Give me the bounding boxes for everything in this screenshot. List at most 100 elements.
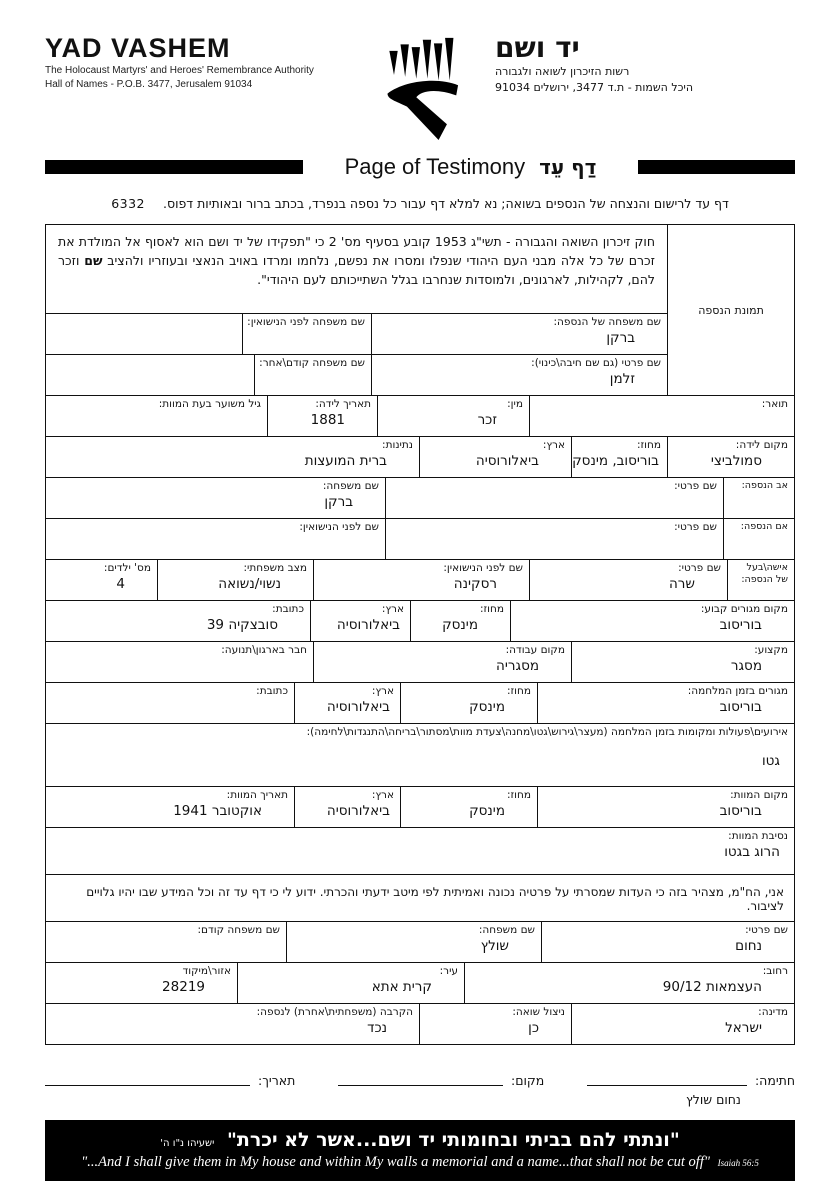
section-spouse: אישה\בעל של הנספה:	[727, 560, 794, 600]
field-label: מחוז:	[506, 685, 531, 697]
field-mother-maiden-name: שם לפני הנישואין:	[46, 519, 385, 559]
footer-quote-english-line: "...And I shall give them in My house an…	[45, 1154, 795, 1171]
field-value: בוריסוב	[719, 803, 762, 820]
field-label: שם פרטי:	[745, 924, 788, 936]
field-label: ארץ:	[371, 789, 394, 801]
field-label: שם לפני הנישואין:	[443, 562, 523, 574]
field-value: בוריסוב, מינסק	[572, 453, 659, 470]
form-row-death-circumstances: נסיבת המוות: הרוג בגטו	[46, 827, 794, 874]
footer-quote-source-hebrew: ישעיהו נ"ו ה'	[160, 1138, 215, 1149]
field-relation-to-victim: הקרבה (משפחתית\אחרת) לנספה: נכד	[46, 1004, 419, 1044]
field-death-place: מקום המוות: בוריסוב	[537, 787, 794, 827]
form-row-submitter-address: רחוב: העצמאות 90/12 עיר: קרית אתא אזור\מ…	[46, 962, 794, 1003]
field-label: מקצוע:	[754, 644, 788, 656]
field-value: 4	[116, 576, 125, 593]
field-victim-first-name: שם פרטי (גם שם חיבה\כינוי): זלמן	[371, 355, 667, 395]
logo-container	[365, 34, 475, 144]
field-label: שם פרטי:	[674, 521, 717, 533]
field-birth-district: מחוז: בוריסוב, מינסק	[571, 437, 667, 477]
field-death-district: מחוז: מינסק	[400, 787, 537, 827]
form-row-spouse: אישה\בעל של הנספה: שם פרטי: שרה שם לפני …	[46, 559, 794, 600]
field-value: ביאלורוסיה	[326, 803, 390, 820]
form-row-personal: תואר: מין: זכר תאריך לידה: 1881 גיל משוע…	[46, 395, 794, 436]
field-label: שם משפחה קודם\אחר:	[259, 357, 365, 369]
field-label: שם פרטי:	[678, 562, 721, 574]
form-top-block: תמונת הנספה חוק זיכרון השואה והגבורה - ת…	[46, 225, 794, 395]
org-name-english: YAD VASHEM	[45, 33, 231, 63]
field-label: תאריך לידה:	[315, 398, 371, 410]
victim-photo-cell: תמונת הנספה	[667, 225, 794, 395]
form-row-mother: אם הנספה: שם פרטי: שם לפני הנישואין:	[46, 518, 794, 559]
instruction-line: דף עד לרישום והנצחה של הנספים בשואה; נא …	[45, 196, 795, 211]
field-victim-previous-family-name: שם משפחה קודם\אחר:	[254, 355, 371, 395]
form-row-occupation: מקצוע: מסגר מקום עבודה: מסגריה חבר בארגו…	[46, 641, 794, 682]
field-label: שם משפחה:	[478, 924, 535, 936]
field-wartime-place: מגורים בזמן המלחמה: בוריסוב	[537, 683, 794, 723]
field-value: ישראל	[725, 1020, 762, 1037]
law-text-cell: חוק זיכרון השואה והגבורה - תשי"ג 1953 קו…	[46, 225, 667, 313]
header: YAD VASHEM The Holocaust Martyrs' and He…	[45, 0, 795, 144]
field-label: מקום המוות:	[730, 789, 788, 801]
field-wartime-district: מחוז: מינסק	[400, 683, 537, 723]
field-value: אוקטובר 1941	[173, 803, 262, 820]
org-subtitle-hebrew-1: רשות הזיכרון לשואה ולגבורה	[495, 65, 630, 78]
field-label: תאריך המוות:	[226, 789, 288, 801]
law-text-before: חוק זיכרון השואה והגבורה - תשי"ג 1953 קו…	[58, 234, 655, 268]
field-label: ניצול שואה:	[512, 1006, 565, 1018]
field-value: ברית המועצות	[304, 453, 387, 470]
field-label: מדינה:	[758, 1006, 788, 1018]
form-row-victim-family-name: שם משפחה של הנספה: ברקן שם משפחה לפני הנ…	[46, 313, 667, 354]
field-spouse-maiden-name: שם לפני הנישואין: רסקינה	[313, 560, 529, 600]
org-english-block: YAD VASHEM The Holocaust Martyrs' and He…	[45, 33, 345, 91]
instruction-text: דף עד לרישום והנצחה של הנספים בשואה; נא …	[162, 196, 729, 211]
date-line	[45, 1071, 250, 1086]
field-label: מקום לידה:	[735, 439, 788, 451]
field-label: ארץ:	[542, 439, 565, 451]
field-label: שם משפחה:	[322, 480, 379, 492]
section-mother: אם הנספה:	[723, 519, 794, 559]
field-label: הקרבה (משפחתית\אחרת) לנספה:	[256, 1006, 413, 1018]
law-text: חוק זיכרון השואה והגבורה - תשי"ג 1953 קו…	[58, 233, 655, 289]
field-value: כן	[528, 1020, 539, 1037]
signature-group: חתימה: נחום שולץ	[586, 1071, 795, 1107]
field-value: סמולביצי	[710, 453, 762, 470]
footer-quote-hebrew: "ונתתי להם בביתי ובחומותי יד ושם...אשר ל…	[226, 1129, 680, 1151]
field-value: שרה	[668, 576, 695, 593]
form-row-declaration: אני, הח"מ, מצהיר בזה כי העדות שמסרתי על …	[46, 874, 794, 921]
field-value: מסגריה	[496, 658, 539, 675]
field-value: בוריסוב	[719, 699, 762, 716]
org-hebrew-block: יד ושם רשות הזיכרון לשואה ולגבורה היכל ה…	[495, 34, 795, 95]
field-label: מין:	[507, 398, 523, 410]
field-holocaust-survivor: ניצול שואה: כן	[419, 1004, 571, 1044]
field-residence-country: ארץ: ביאלורוסיה	[310, 601, 410, 641]
field-label: מצב משפחתי:	[243, 562, 307, 574]
form-row-father: אב הנספה: שם פרטי: שם משפחה: ברקן	[46, 477, 794, 518]
form-row-submitter-country: מדינה: ישראל ניצול שואה: כן הקרבה (משפחת…	[46, 1003, 794, 1044]
page-title-hebrew: דַף עֵד	[539, 155, 597, 179]
field-label: אירועים\פעולות ומקומות בזמן המלחמה (מעצר…	[306, 726, 788, 738]
org-subtitle-hebrew-2: היכל השמות - ת.ד 3477, ירושלים 91034	[495, 81, 694, 94]
org-subtitle-english-1: The Holocaust Martyrs' and Heroes' Remem…	[45, 65, 314, 77]
field-label: נסיבת המוות:	[728, 830, 788, 842]
field-wartime-events: אירועים\פעולות ומקומות בזמן המלחמה (מעצר…	[46, 724, 794, 786]
field-value: זלמן	[609, 371, 635, 388]
field-label: עיר:	[439, 965, 458, 977]
section-father: אב הנספה:	[723, 478, 794, 518]
declaration-cell: אני, הח"מ, מצהיר בזה כי העדות שמסרתי על …	[46, 875, 794, 921]
law-bold-word: שם	[84, 252, 103, 268]
place-group: מקום:	[338, 1071, 544, 1107]
field-value: הרוג בגטו	[724, 844, 780, 861]
signature-section: חתימה: נחום שולץ מקום: תאריך:	[45, 1071, 795, 1107]
field-value: סובצקיה 39	[206, 617, 278, 634]
field-value: נכד	[367, 1020, 387, 1037]
field-father-family-name: שם משפחה: ברקן	[46, 478, 385, 518]
field-submitter-zip: אזור\מיקוד 28219	[46, 963, 237, 1003]
page-title-english: Page of Testimony	[344, 154, 526, 179]
form-row-wartime-residence: מגורים בזמן המלחמה: בוריסוב מחוז: מינסק …	[46, 682, 794, 723]
signature-label: חתימה:	[754, 1073, 795, 1088]
field-victim-title: תואר:	[529, 396, 794, 436]
field-label: שם משפחה קודם:	[197, 924, 280, 936]
field-marital-status: מצב משפחתי: נשוי/נשואה	[157, 560, 313, 600]
photo-label: תמונת הנספה	[698, 303, 764, 317]
